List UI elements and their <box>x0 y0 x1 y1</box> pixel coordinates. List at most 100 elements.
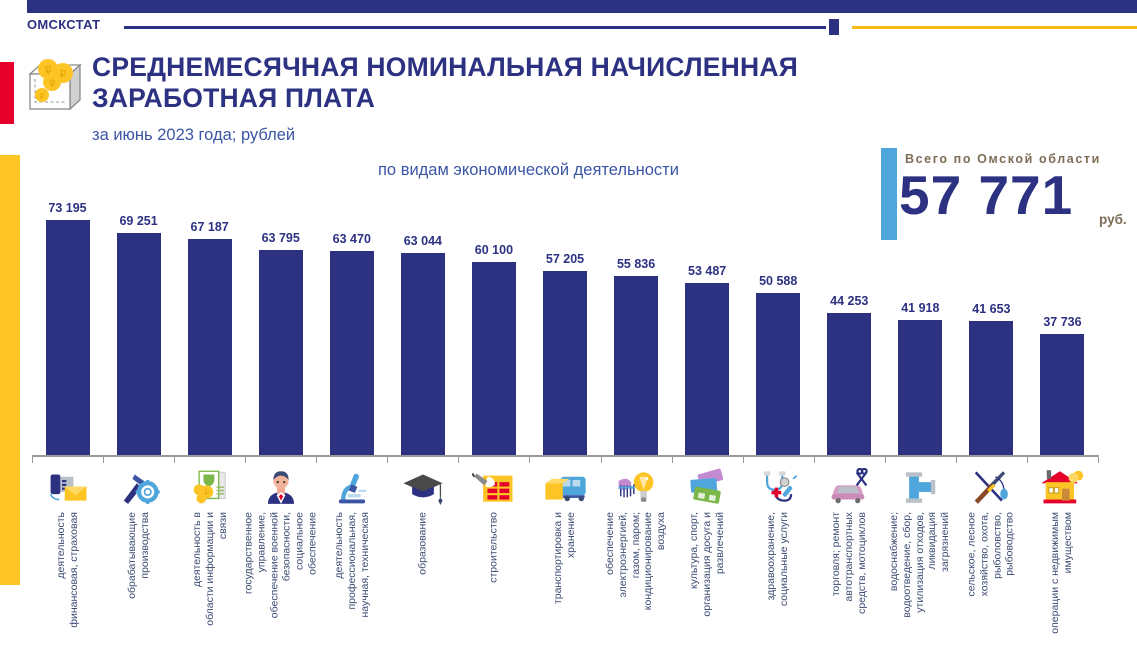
header-rule-square <box>829 19 839 35</box>
total-accent-bar <box>881 148 897 240</box>
phone-envelope-icon <box>40 466 96 506</box>
car-repair-icon <box>821 466 877 506</box>
bar-column: 67 187 <box>187 220 232 455</box>
category-label: торговля; ремонт автотранспортных средств,… <box>819 512 879 658</box>
category-label-text: деятельность финансовая, страховая <box>54 512 80 628</box>
bar <box>685 283 730 455</box>
document-shield-icon: ₽ <box>182 466 238 506</box>
axis-tick <box>1098 455 1099 463</box>
category-label-text: обеспечение электроэнергией, газом, паром;… <box>604 512 668 611</box>
bar <box>543 271 587 455</box>
bar <box>898 320 943 455</box>
category-label-text: сельское, лесное хозяйство, охота, рыболов… <box>965 512 1017 597</box>
category-label-text: деятельность в области информации и связи <box>190 512 229 626</box>
svg-text:₽: ₽ <box>60 68 67 81</box>
top-band <box>27 0 1137 13</box>
hunting-fishing-icon <box>963 466 1019 506</box>
svg-text:₽: ₽ <box>204 488 209 497</box>
bar <box>1040 334 1085 455</box>
axis-tick <box>316 455 318 463</box>
category-label: здравоохранение, социальные услуги <box>748 512 808 658</box>
bar-column: 63 044 <box>400 234 445 455</box>
brand-label: ОМСКСТАТ <box>27 17 101 32</box>
bar-value-label: 55 836 <box>616 257 656 271</box>
house-coins-icon <box>1034 466 1090 506</box>
category-label: деятельность финансовая, страховая <box>38 512 98 658</box>
bar-column: 37 736 <box>1040 315 1085 455</box>
bar-column: 55 836 <box>614 257 659 455</box>
page-title-line2: ЗАРАБОТНАЯ ПЛАТА <box>92 82 376 113</box>
bar-value-label: 41 918 <box>901 301 940 315</box>
bar <box>116 233 161 455</box>
category-label: культура, спорт, организация досуга и разв… <box>677 512 737 658</box>
page-subtitle: за июнь 2023 года; рублей <box>92 126 296 144</box>
bar <box>329 251 374 455</box>
header-rule-yellow <box>852 26 1137 29</box>
category-label: деятельность в области информации и связи <box>180 512 240 658</box>
axis-tick <box>742 455 744 463</box>
category-label-text: торговля; ремонт автотранспортных средств,… <box>830 512 868 614</box>
bar-value-label: 53 487 <box>688 264 727 278</box>
bar-value-label: 57 205 <box>545 252 585 266</box>
bar <box>258 250 303 455</box>
bar-column: 44 253 <box>827 294 872 455</box>
accent-bar-red <box>0 62 14 124</box>
category-label: обрабатывающие производства <box>109 512 169 658</box>
page-title-line1: СРЕДНЕМЕСЯЧНАЯ НОМИНАЛЬНАЯ НАЧИСЛЕННАЯ <box>92 52 798 82</box>
category-label-text: транспортировка и хранение <box>552 512 577 605</box>
axis-tick <box>387 455 389 463</box>
category-label: сельское, лесное хозяйство, охота, рыболов… <box>961 512 1021 658</box>
axis-tick <box>32 455 33 463</box>
chart-axis-line <box>32 455 1098 457</box>
water-pipe-icon <box>892 466 948 506</box>
header-rule-blue <box>124 26 826 29</box>
axis-tick <box>174 455 176 463</box>
stethoscope-syringe-icon <box>750 466 806 506</box>
total-unit: руб. <box>1099 212 1127 227</box>
category-label: образование <box>393 512 453 658</box>
bar-value-label: 73 195 <box>48 201 87 215</box>
bar-value-label: 63 044 <box>403 234 442 248</box>
bar-value-label: 69 251 <box>119 214 158 228</box>
bar-value-label: 37 736 <box>1043 315 1082 329</box>
category-label-text: водоснабжение; водоотведение, сбор, утилиз… <box>888 512 952 618</box>
axis-tick <box>103 455 105 463</box>
page-title: СРЕДНЕМЕСЯЧНАЯ НОМИНАЛЬНАЯ НАЧИСЛЕННАЯ З… <box>92 52 872 113</box>
bar-value-label: 50 588 <box>759 274 798 288</box>
bar-column: 73 195 <box>45 201 90 455</box>
bar <box>400 253 445 455</box>
category-label-text: операции с недвижимым имуществом <box>1049 512 1075 634</box>
bar <box>756 293 801 455</box>
bus-cargo-icon <box>537 466 593 506</box>
bar <box>614 276 659 455</box>
axis-tick <box>458 455 460 463</box>
total-callout: Всего по Омской области 57 771 руб. <box>881 148 1137 240</box>
axis-tick <box>245 455 247 463</box>
microscope-icon <box>324 466 380 506</box>
bar-column: 53 487 <box>685 264 730 455</box>
bar-value-label: 41 653 <box>972 302 1011 316</box>
bar-column: 63 795 <box>258 231 303 455</box>
bar-column: 41 653 <box>969 302 1014 455</box>
bar <box>45 220 90 455</box>
category-label-text: строительство <box>487 512 500 583</box>
bar-value-label: 67 187 <box>190 220 229 234</box>
bar <box>969 321 1014 455</box>
axis-tick <box>1026 455 1028 463</box>
svg-text:₽: ₽ <box>43 63 55 78</box>
bar <box>827 313 872 455</box>
category-label: обеспечение электроэнергией, газом, паром;… <box>604 512 668 658</box>
category-label-text: здравоохранение, социальные услуги <box>765 512 791 607</box>
bar-column: 41 918 <box>898 301 943 455</box>
bar-column: 57 205 <box>543 252 587 455</box>
bar <box>471 262 516 455</box>
bar-chart: 73 195 69 251 67 187 63 795 63 470 63 044 60 1… <box>32 198 1124 455</box>
category-label-text: деятельность профессиональная, научная, те… <box>332 512 371 618</box>
axis-tick <box>671 455 673 463</box>
lightbulb-power-icon <box>608 466 664 506</box>
category-label-text: культура, спорт, организация досуга и разв… <box>687 512 726 617</box>
bar-value-label: 44 253 <box>830 294 869 308</box>
chart-subtitle: по видам экономической деятельности <box>378 161 679 179</box>
total-label: Всего по Омской области <box>905 152 1101 166</box>
tickets-icon <box>679 466 735 506</box>
